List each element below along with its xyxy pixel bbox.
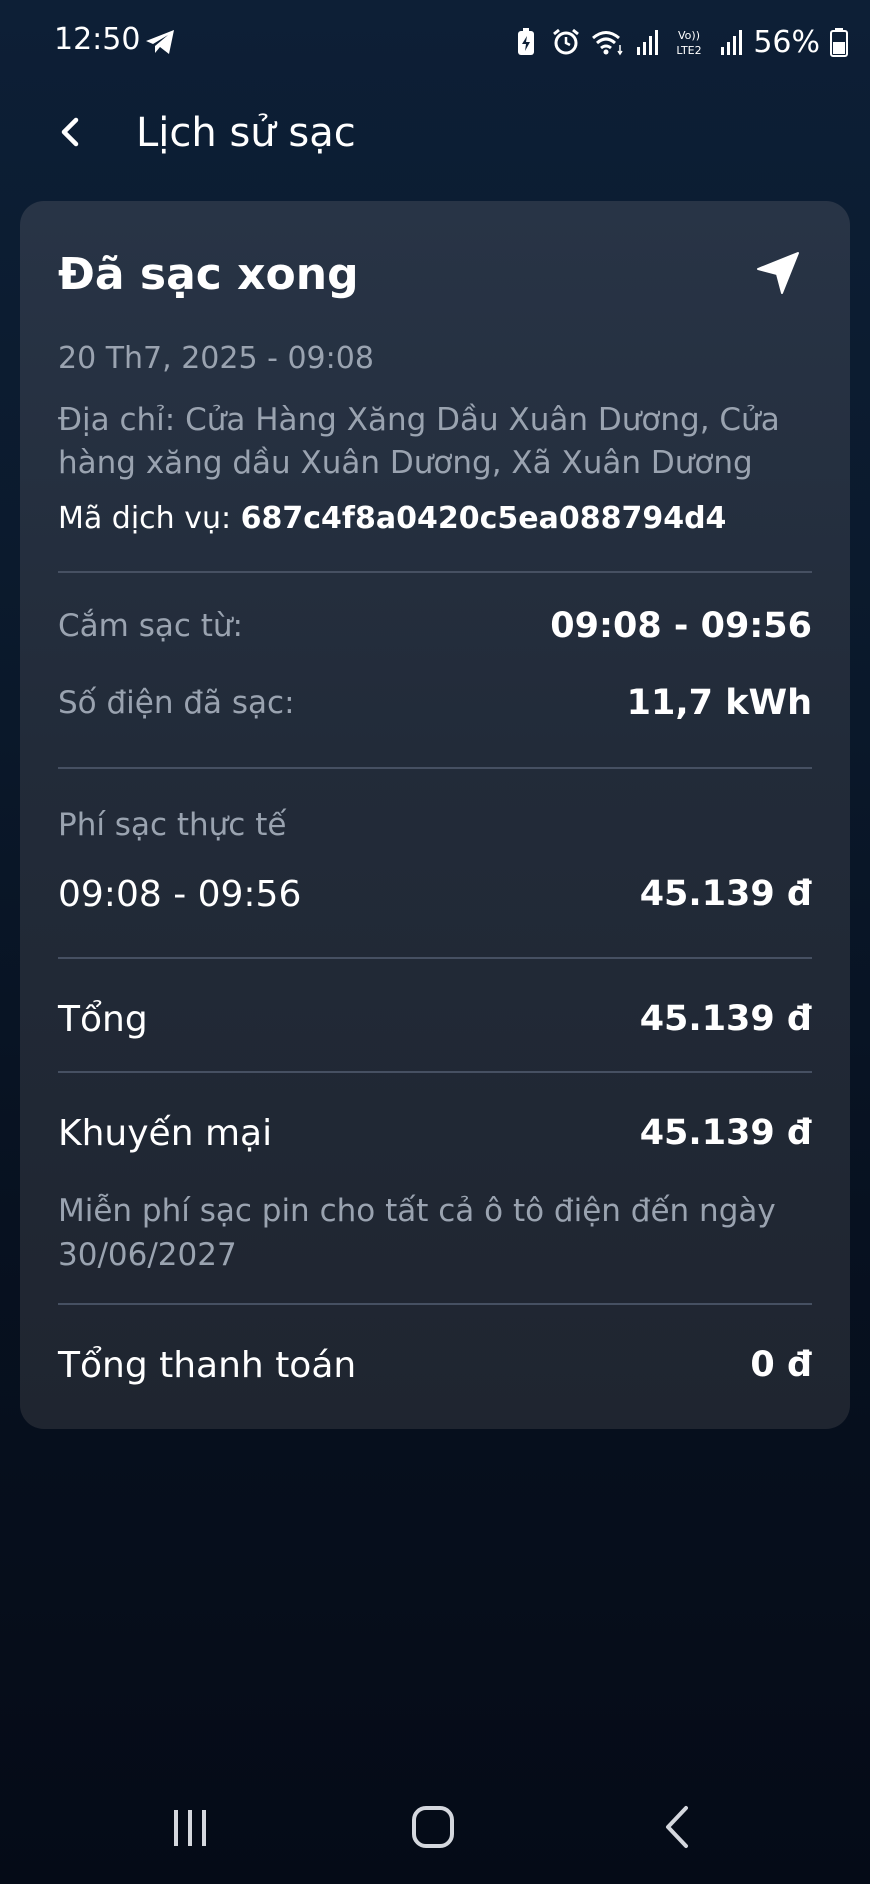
promo-value: 45.139 đ [639, 1113, 812, 1153]
svg-text:LTE2: LTE2 [677, 44, 702, 57]
service-code-label: Mã dịch vụ: [58, 501, 241, 536]
alarm-icon [553, 28, 580, 55]
divider [58, 571, 812, 573]
actual-fee-label: Phí sạc thực tế [58, 807, 287, 843]
promo-label: Khuyến mại [58, 1112, 273, 1154]
station-address: Địa chỉ: Cửa Hàng Xăng Dầu Xuân Dương, C… [58, 402, 780, 481]
promo-note: Miễn phí sạc pin cho tất cả ô tô điện đế… [58, 1193, 776, 1273]
svg-text:Vo)): Vo)) [678, 29, 700, 42]
payment-total-row: Tổng thanh toán 0 đ [58, 1339, 812, 1391]
system-navigation-bar [0, 1770, 870, 1880]
battery-icon [830, 28, 848, 57]
actual-fee-value: 45.139 đ [639, 874, 812, 914]
divider [58, 1071, 812, 1073]
back-button[interactable] [48, 110, 92, 154]
payment-total-label: Tổng thanh toán [58, 1344, 357, 1386]
payment-total-value: 0 đ [750, 1345, 812, 1385]
signal-icon [721, 30, 743, 55]
recent-apps-icon[interactable] [168, 1806, 212, 1850]
plug-time-value: 09:08 - 09:56 [550, 606, 812, 646]
back-icon[interactable] [656, 1804, 700, 1850]
charging-history-card: Đã sạc xong 20 Th7, 2025 - 09:08 Địa chỉ… [20, 201, 850, 1429]
charge-date: 20 Th7, 2025 - 09:08 [58, 341, 374, 376]
divider [58, 767, 812, 769]
status-icons: Vo)) LTE2 56% [511, 22, 848, 62]
actual-fee-header-row: Phí sạc thực tế [58, 801, 812, 849]
energy-row: Số điện đã sạc: 11,7 kWh [58, 678, 812, 728]
divider [58, 957, 812, 959]
divider [58, 1303, 812, 1305]
page-title: Lịch sử sạc [136, 110, 356, 156]
telegram-icon [146, 30, 174, 54]
status-time: 12:50 [54, 22, 141, 57]
header: Lịch sử sạc [0, 96, 870, 176]
total-label: Tổng [58, 998, 148, 1040]
signal-icon [637, 30, 659, 55]
promo-row: Khuyến mại 45.139 đ [58, 1107, 812, 1159]
total-row: Tổng 45.139 đ [58, 993, 812, 1045]
energy-label: Số điện đã sạc: [58, 685, 295, 721]
card-title: Đã sạc xong [58, 249, 359, 300]
battery-percent: 56% [753, 24, 820, 60]
total-value: 45.139 đ [639, 999, 812, 1039]
status-bar: 12:50 Vo)) LTE2 [0, 0, 870, 86]
wifi-icon [592, 31, 623, 56]
energy-value: 11,7 kWh [626, 683, 812, 723]
actual-fee-row: 09:08 - 09:56 45.139 đ [58, 869, 812, 919]
plug-time-label: Cắm sạc từ: [58, 608, 243, 644]
actual-fee-period: 09:08 - 09:56 [58, 873, 302, 915]
home-icon[interactable] [410, 1804, 456, 1850]
volte-icon: Vo)) LTE2 [677, 29, 702, 57]
navigation-arrow-icon[interactable] [754, 249, 802, 297]
service-code-value: 687c4f8a0420c5ea088794d4 [240, 501, 727, 536]
battery-saver-icon [518, 28, 535, 55]
plug-time-row: Cắm sạc từ: 09:08 - 09:56 [58, 601, 812, 651]
service-code: Mã dịch vụ: 687c4f8a0420c5ea088794d4 [58, 501, 726, 536]
